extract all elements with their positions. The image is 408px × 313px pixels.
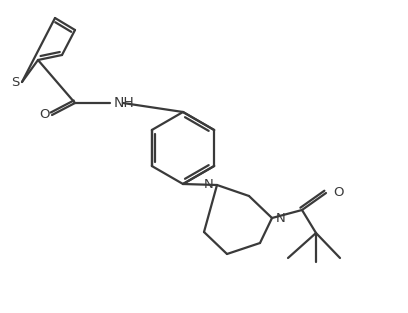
Text: O: O	[39, 109, 49, 121]
Text: O: O	[333, 187, 344, 199]
Text: NH: NH	[114, 96, 135, 110]
Text: S: S	[11, 75, 19, 89]
Text: N: N	[276, 212, 286, 224]
Text: N: N	[204, 178, 214, 192]
